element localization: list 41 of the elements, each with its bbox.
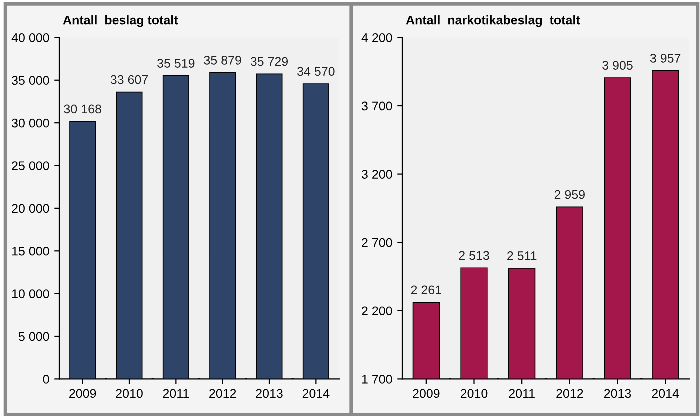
- x-tick-label: 2014: [652, 389, 680, 398]
- x-tick-label: 2010: [116, 389, 143, 398]
- data-label: 30 168: [64, 104, 102, 114]
- x-tick-label: 2009: [70, 389, 96, 398]
- data-label: 34 570: [298, 67, 335, 76]
- data-label: 3 905: [602, 61, 633, 70]
- data-label: 3 957: [650, 54, 681, 63]
- y-tick-label: 1 700: [362, 374, 392, 384]
- x-tick-label: 2009: [413, 389, 440, 398]
- y-tick-label: 20 000: [12, 204, 50, 214]
- chart-title: Antall narkotikabeslag totalt: [406, 16, 580, 28]
- y-tick-label: 3 700: [362, 102, 392, 111]
- data-label: 35 519: [158, 59, 195, 68]
- chart-title: Antall beslag totalt: [63, 16, 178, 28]
- x-tick-label: 2012: [210, 389, 236, 398]
- y-tick-label: 3 200: [362, 170, 392, 179]
- y-tick-label: 15 000: [12, 246, 50, 256]
- y-tick-label: 0: [43, 374, 50, 384]
- y-tick-label: 35 000: [12, 76, 50, 86]
- data-label: 33 607: [110, 75, 148, 84]
- data-label: 35 879: [204, 56, 242, 65]
- y-tick-label: 30 000: [12, 118, 50, 128]
- x-tick-label: 2010: [460, 389, 488, 398]
- data-label: 2 513: [459, 251, 490, 260]
- y-tick-label: 2 700: [362, 238, 392, 248]
- data-label: 2 261: [411, 286, 442, 295]
- x-tick-label: 2013: [604, 389, 632, 398]
- y-tick-label: 40 000: [12, 34, 50, 42]
- x-tick-label: 2011: [163, 389, 189, 398]
- y-tick-label: 2 200: [362, 306, 392, 316]
- x-tick-label: 2011: [509, 389, 535, 398]
- data-label: 2 511: [508, 252, 537, 260]
- y-tick-label: 5 000: [19, 332, 50, 342]
- data-label: 2 959: [554, 190, 585, 200]
- x-tick-label: 2012: [556, 389, 584, 398]
- x-tick-label: 2014: [302, 389, 330, 398]
- x-tick-label: 2013: [256, 389, 283, 398]
- y-tick-label: 10 000: [12, 290, 50, 298]
- y-tick-label: 4 200: [362, 34, 392, 42]
- y-tick-label: 25 000: [12, 162, 50, 170]
- data-label: 35 729: [250, 57, 288, 66]
